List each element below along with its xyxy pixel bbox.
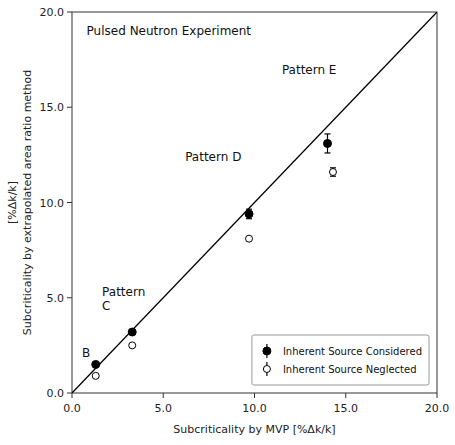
- y-tick-label: 5.0: [47, 292, 65, 305]
- x-tick: [72, 393, 73, 398]
- y-axis-label-line: Subcriticality by extrapolated area rati…: [21, 70, 34, 335]
- point: [329, 169, 336, 176]
- y-axis-label-line: [%Δk/k]: [6, 181, 19, 224]
- x-tick: [254, 393, 255, 398]
- legend: Inherent Source Considered Inherent Sourc…: [252, 335, 429, 385]
- legend-label: Inherent Source Neglected: [283, 364, 417, 375]
- annotation-line: Pattern E: [282, 63, 337, 77]
- legend-marker: [263, 347, 271, 355]
- x-tick: [345, 393, 346, 398]
- plot-area: [72, 12, 437, 393]
- annotation: PatternC: [102, 285, 145, 313]
- y-tick-label: 15.0: [40, 101, 65, 114]
- annotation-line: Pattern D: [185, 150, 241, 164]
- error-bar: [246, 209, 252, 219]
- x-tick-label: 0.0: [63, 402, 81, 415]
- legend-label: Inherent Source Considered: [283, 346, 422, 357]
- reference-line: [72, 12, 437, 393]
- legend-marker: [263, 366, 270, 373]
- legend-swatch: [263, 362, 270, 376]
- legend-box: [252, 335, 429, 385]
- x-tick-label: 10.0: [242, 402, 267, 415]
- y-tick-label: 20.0: [40, 6, 65, 19]
- point: [324, 139, 332, 147]
- point: [245, 210, 253, 218]
- x-tick-label: 15.0: [334, 402, 359, 415]
- annotation-line: Pattern: [102, 285, 145, 299]
- x-tick-label: 20.0: [425, 402, 450, 415]
- x-axis-label: Subcriticality by MVP [%Δk/k]: [173, 423, 335, 436]
- error-bar: [325, 134, 331, 153]
- point: [128, 328, 136, 336]
- y-tick: [67, 393, 72, 394]
- x-tick-label: 5.0: [155, 402, 173, 415]
- point: [92, 372, 99, 379]
- x-tick: [163, 393, 164, 398]
- title: Pulsed Neutron Experiment: [87, 24, 252, 38]
- y-tick: [67, 297, 72, 298]
- y-tick: [67, 202, 72, 203]
- annotation: Pattern E: [282, 63, 337, 77]
- y-tick-label: 0.0: [47, 387, 65, 400]
- annotation: B: [82, 346, 90, 360]
- chart: 0.0 5.0 10.0 15.0 20.0 0.0 5.0 10.0 15.0 20.0 Subc…: [0, 0, 455, 445]
- legend-swatch: [263, 344, 271, 358]
- error-bar-cap: [325, 152, 331, 153]
- y-tick: [67, 107, 72, 108]
- point: [246, 235, 253, 242]
- x-tick: [437, 393, 438, 398]
- annotation-line: B: [82, 346, 90, 360]
- y-axis-label: [%Δk/k]Subcriticality by extrapolated ar…: [6, 70, 34, 335]
- error-bar-cap: [325, 133, 331, 134]
- plot-frame: [72, 12, 437, 393]
- point: [92, 360, 100, 368]
- y-tick-label: 10.0: [40, 197, 65, 210]
- y-tick: [67, 12, 72, 13]
- point: [129, 342, 136, 349]
- annotation: Pattern D: [185, 150, 241, 164]
- annotation-line: C: [102, 299, 110, 313]
- error-bar: [330, 168, 336, 176]
